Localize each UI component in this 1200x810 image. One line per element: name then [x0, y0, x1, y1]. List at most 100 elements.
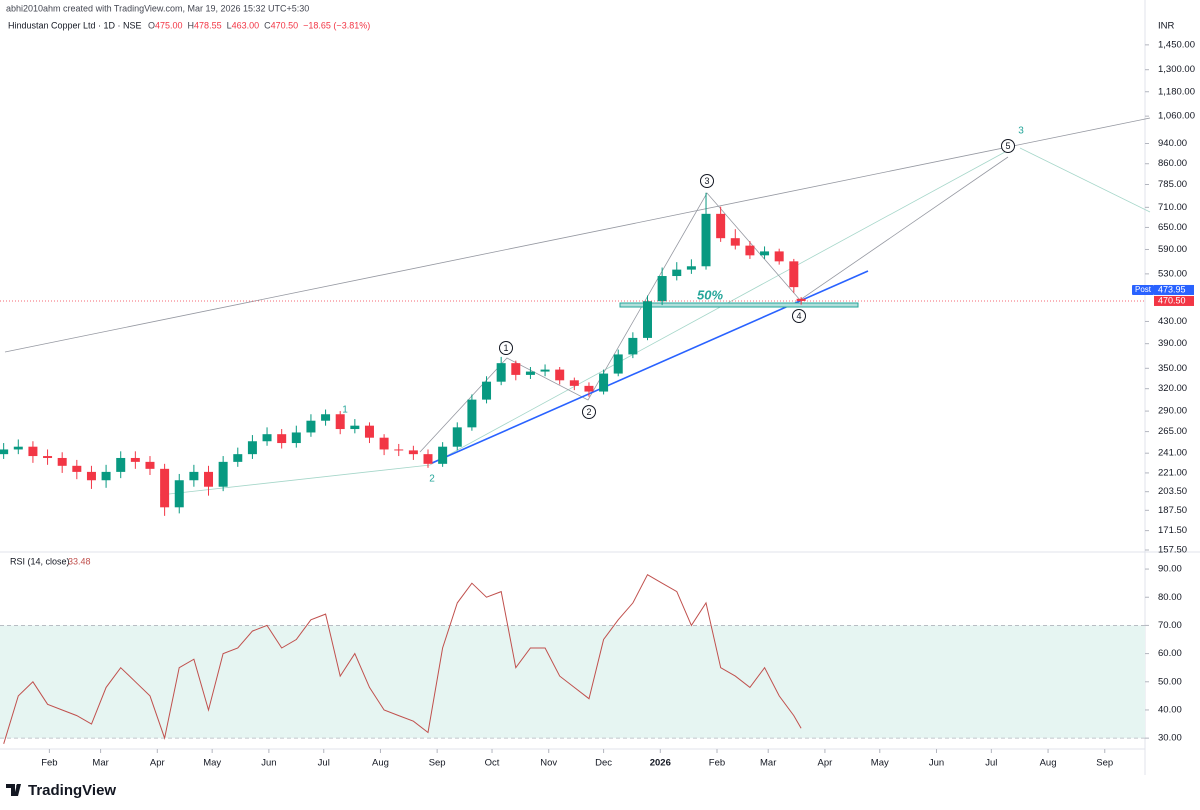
candle-body — [174, 480, 184, 508]
y-tick-label: 70.00 — [1158, 620, 1182, 631]
candle-body — [189, 471, 199, 481]
wave-label: 2 — [586, 407, 591, 417]
candle-body — [774, 251, 784, 262]
candle-body — [218, 461, 228, 487]
x-tick-label: Feb — [709, 758, 725, 769]
degree-label: 3 — [1018, 126, 1024, 137]
candle-body — [760, 251, 770, 256]
channel-line — [159, 151, 1006, 496]
candle-body — [335, 414, 345, 430]
candle-body — [291, 432, 301, 444]
candle-body — [13, 446, 23, 450]
candle-body — [525, 371, 535, 375]
degree-label: 1 — [342, 405, 348, 416]
symbol: Hindustan Copper Ltd · 1D · NSE — [8, 20, 142, 30]
x-tick-label: Apr — [818, 758, 833, 769]
logo-text: TradingView — [28, 782, 116, 799]
candle-body — [72, 465, 82, 472]
wave-label: 4 — [796, 311, 801, 321]
wave-circle — [499, 341, 513, 355]
y-tick-label: 1,060.00 — [1158, 111, 1195, 122]
rsi-title: RSI (14, close) — [10, 556, 70, 566]
candle-body — [745, 245, 755, 256]
x-tick-label: 2026 — [650, 758, 671, 769]
candle-body — [686, 266, 696, 270]
y-tick-label: 265.00 — [1158, 426, 1187, 437]
y-tick-label: 650.00 — [1158, 222, 1187, 233]
candle-body — [43, 456, 53, 458]
candle-body — [613, 354, 623, 374]
rsi-band — [0, 625, 1145, 739]
y-tick-label: 860.00 — [1158, 158, 1187, 169]
candle-body — [0, 449, 9, 455]
candle-body — [350, 425, 360, 430]
drawings: 50% 1 2 3 4 5 1 2 3 — [4, 117, 1151, 496]
candle-body — [321, 414, 331, 421]
y-tick-label: 430.00 — [1158, 316, 1187, 327]
candle-body — [262, 434, 272, 442]
candle-body — [555, 369, 565, 381]
y-tick-label: 590.00 — [1158, 244, 1187, 255]
y-tick-label: 40.00 — [1158, 704, 1182, 715]
y-tick-label: 350.00 — [1158, 363, 1187, 374]
candle-body — [730, 238, 740, 246]
y-tick-label: 785.00 — [1158, 179, 1187, 190]
fib-label: 50% — [697, 287, 723, 302]
ohlc-key: L — [227, 20, 232, 30]
x-tick-label: Sep — [429, 758, 446, 769]
candle-body — [28, 446, 38, 457]
ohlc-value: 478.55 — [194, 20, 222, 30]
y-tick-label: 710.00 — [1158, 202, 1187, 213]
candle-body — [540, 369, 550, 372]
candle-body — [438, 446, 448, 464]
x-tick-label: Apr — [150, 758, 165, 769]
y-tick-label: 530.00 — [1158, 268, 1187, 279]
currency: INR — [1158, 21, 1175, 32]
y-tick-label: 221.00 — [1158, 467, 1187, 478]
x-tick-label: Mar — [92, 758, 108, 769]
x-tick-label: Jul — [318, 758, 330, 769]
candle-body — [247, 441, 257, 455]
post-tag-name-bg — [1132, 284, 1154, 295]
candle-body — [204, 471, 214, 487]
logo: TradingView — [6, 782, 116, 799]
x-tick-label: May — [871, 758, 889, 769]
candle-body — [57, 457, 67, 466]
ohlc-value: 475.00 — [155, 20, 183, 30]
candle-body — [116, 457, 126, 472]
rsi-value: 33.48 — [68, 556, 91, 566]
candle-body — [496, 363, 506, 382]
wave-circle — [1001, 139, 1015, 153]
y-tick-label: 320.00 — [1158, 383, 1187, 394]
x-tick-label: Oct — [485, 758, 500, 769]
y-tick-label: 80.00 — [1158, 592, 1182, 603]
degree-label: 2 — [429, 474, 435, 485]
post-tag-price: 473.95 — [1158, 284, 1186, 294]
x-tick-label: Aug — [1040, 758, 1057, 769]
candle-body — [394, 449, 404, 451]
y-tick-label: 1,180.00 — [1158, 86, 1195, 97]
candle-body — [408, 450, 418, 455]
wave-circle — [582, 405, 596, 419]
candle-body — [701, 213, 711, 267]
y-tick-label: 30.00 — [1158, 733, 1182, 744]
x-tick-label: Mar — [760, 758, 776, 769]
post-tag-name: Post — [1135, 285, 1152, 294]
wave-label: 3 — [704, 176, 709, 186]
y-tick-label: 157.50 — [1158, 545, 1187, 556]
x-tick-label: May — [203, 758, 221, 769]
y-tick-label: 940.00 — [1158, 138, 1187, 149]
projection-line — [1019, 147, 1151, 213]
ohlc-value: 463.00 — [232, 20, 260, 30]
y-tick-label: 60.00 — [1158, 648, 1182, 659]
last-tag-bg — [1154, 295, 1194, 306]
x-tick-label: Feb — [41, 758, 57, 769]
candle-body — [233, 454, 243, 462]
x-tick-label: Sep — [1096, 758, 1113, 769]
candle-body — [423, 454, 433, 464]
x-tick-label: Dec — [595, 758, 612, 769]
y-tick-label: 290.00 — [1158, 406, 1187, 417]
y-tick-label: 187.50 — [1158, 505, 1187, 516]
x-tick-label: Jul — [985, 758, 997, 769]
